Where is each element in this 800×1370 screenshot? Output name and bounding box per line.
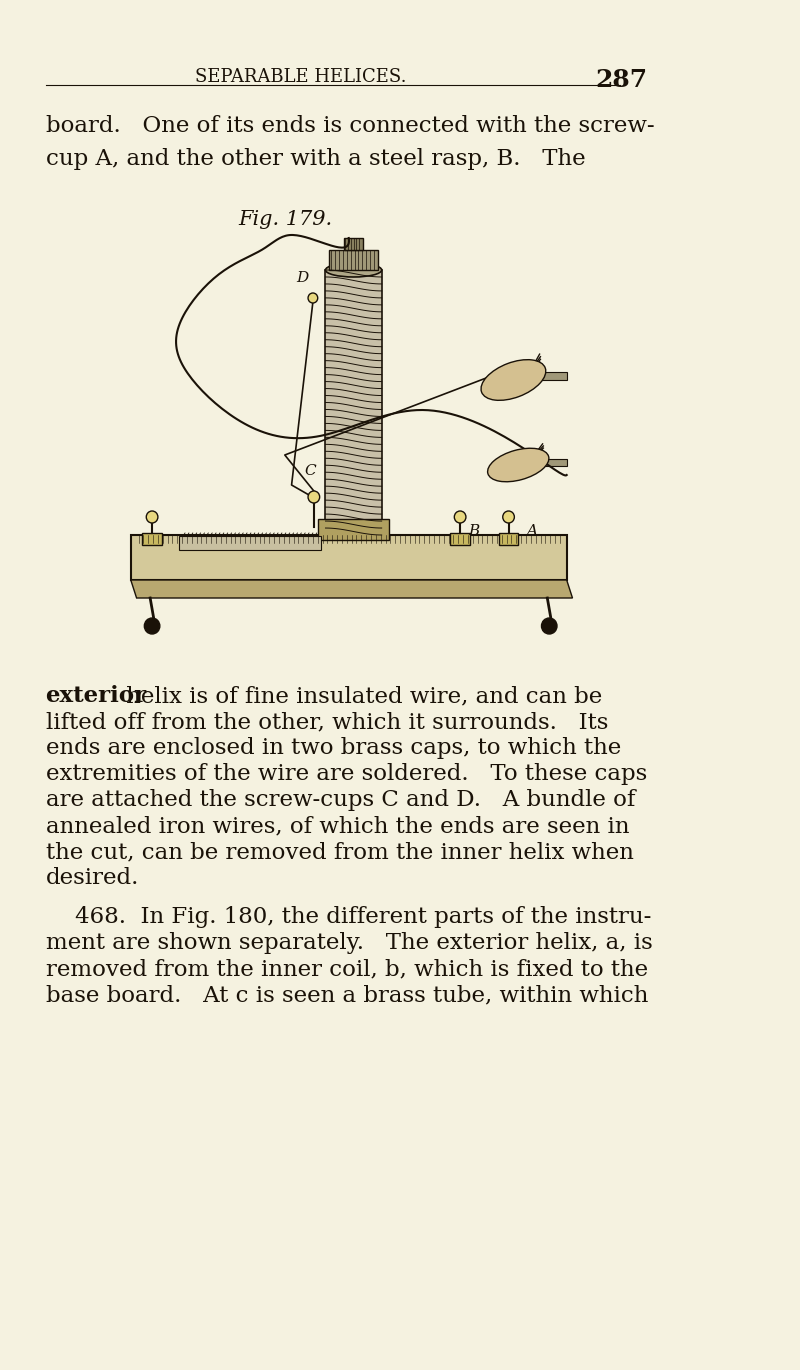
Text: A: A — [526, 523, 537, 538]
Bar — [318, 519, 390, 540]
Text: ends are enclosed in two brass caps, to which the: ends are enclosed in two brass caps, to … — [46, 737, 621, 759]
Text: base board.   At c is seen a brass tube, within which: base board. At c is seen a brass tube, w… — [46, 984, 648, 1006]
Text: are attached the screw-cups C and D.   A bundle of: are attached the screw-cups C and D. A b… — [46, 789, 635, 811]
Bar — [499, 533, 518, 545]
Circle shape — [144, 618, 160, 634]
Ellipse shape — [481, 360, 546, 400]
Text: helix is of fine insulated wire, and can be: helix is of fine insulated wire, and can… — [119, 685, 602, 707]
Bar — [326, 270, 382, 536]
Polygon shape — [130, 580, 573, 597]
Text: B: B — [468, 523, 479, 538]
Circle shape — [308, 293, 318, 303]
Bar — [538, 373, 566, 379]
Text: ment are shown separately.   The exterior helix, a, is: ment are shown separately. The exterior … — [46, 932, 652, 954]
Text: board.   One of its ends is connected with the screw-: board. One of its ends is connected with… — [46, 115, 654, 137]
Text: removed from the inner coil, b, which is fixed to the: removed from the inner coil, b, which is… — [46, 958, 648, 980]
Bar — [450, 533, 470, 545]
Text: C: C — [304, 464, 316, 478]
Circle shape — [542, 618, 557, 634]
Text: lifted off from the other, which it surrounds.   Its: lifted off from the other, which it surr… — [46, 711, 608, 733]
Text: D: D — [297, 271, 309, 285]
Text: Fig. 179.: Fig. 179. — [238, 210, 333, 229]
Bar — [179, 536, 321, 549]
Text: cup A, and the other with a steel rasp, B.   The: cup A, and the other with a steel rasp, … — [46, 148, 585, 170]
Ellipse shape — [326, 263, 382, 277]
Bar — [142, 533, 162, 545]
Circle shape — [502, 511, 514, 523]
Circle shape — [146, 511, 158, 523]
Circle shape — [308, 490, 320, 503]
Bar — [344, 238, 363, 249]
Text: desired.: desired. — [46, 867, 139, 889]
Text: 468.  In Fig. 180, the different parts of the instru-: 468. In Fig. 180, the different parts of… — [46, 906, 651, 927]
Text: extremities of the wire are soldered.   To these caps: extremities of the wire are soldered. To… — [46, 763, 646, 785]
Circle shape — [454, 511, 466, 523]
Ellipse shape — [488, 448, 549, 482]
Text: 287: 287 — [596, 68, 648, 92]
Bar — [130, 536, 566, 580]
Bar — [330, 249, 378, 270]
Bar — [539, 459, 566, 466]
Text: annealed iron wires, of which the ends are seen in: annealed iron wires, of which the ends a… — [46, 815, 629, 837]
Text: the cut, can be removed from the inner helix when: the cut, can be removed from the inner h… — [46, 841, 634, 863]
Text: SEPARABLE HELICES.: SEPARABLE HELICES. — [194, 68, 406, 86]
Text: exterior: exterior — [46, 685, 146, 707]
